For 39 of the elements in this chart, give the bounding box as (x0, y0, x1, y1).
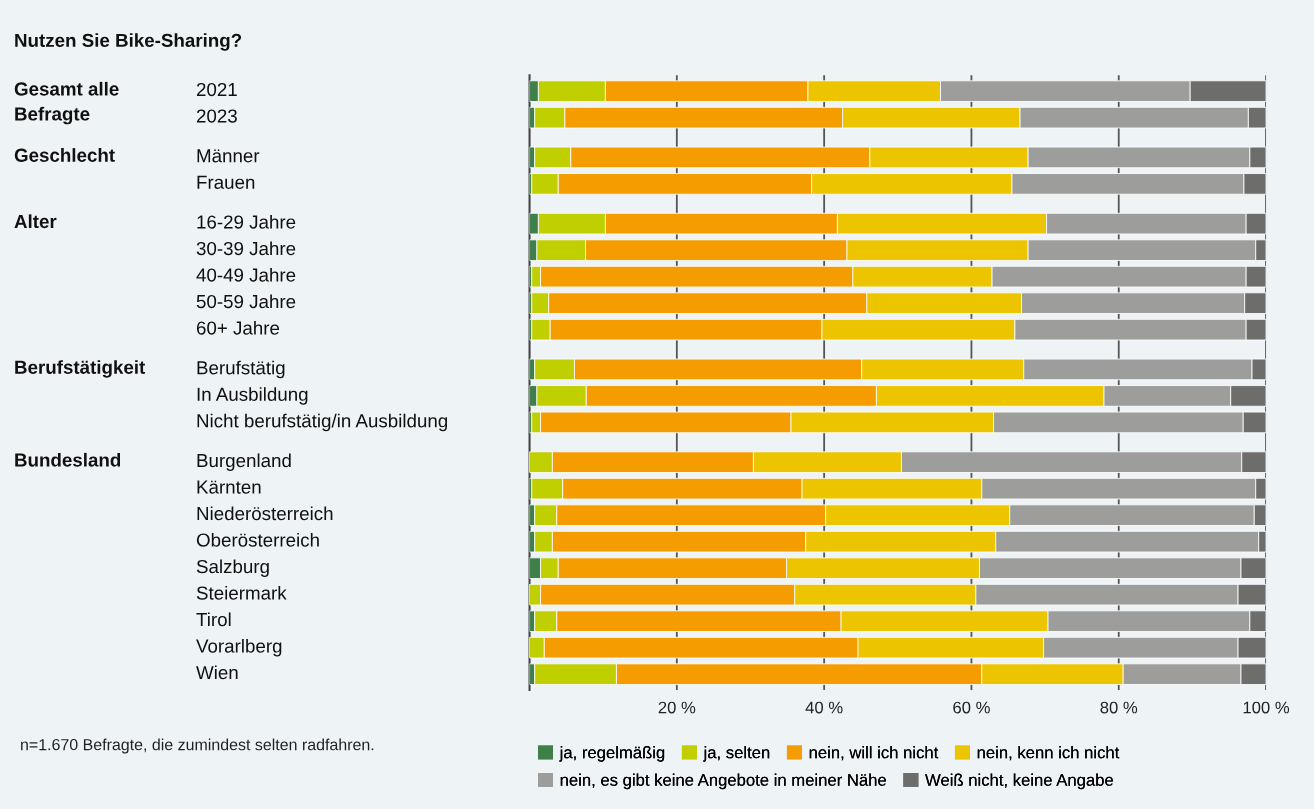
y-tick-label: In Ausbildung (197, 387, 308, 405)
y-tick-label: Nicht berufstätig/in Ausbildung (197, 413, 448, 432)
legend-label: nein, will ich nicht (809, 746, 939, 761)
y-tick-label: 40-49 Jahre (196, 267, 296, 282)
text: Bundesland (15, 452, 121, 467)
text: Nutzen Sie Bike-Sharing? (15, 33, 242, 51)
x-tick-label: 100 % (1243, 701, 1290, 714)
x-tick-label: 20 % (658, 701, 696, 714)
y-tick-label: 60+ Jahre (196, 320, 280, 335)
y-tick-label: Kärnten (197, 480, 261, 494)
legend-label: ja, regelmäßig (559, 746, 665, 762)
x-tick-label: 40 % (805, 701, 843, 714)
y-tick-label: 2021 (196, 82, 237, 97)
y-tick-label: Berufstätig (197, 360, 285, 379)
y-tick-label: Männer (197, 149, 260, 163)
x-tick-label: 60 % (953, 701, 990, 714)
y-tick-label: 50-59 Jahre (196, 294, 296, 309)
y-tick-label: Niederösterreich (197, 506, 333, 521)
legend-label: Weiß nicht, keine Angabe (925, 773, 1113, 790)
y-tick-label: 30-39 Jahre (196, 241, 296, 256)
y-tick-label: Steiermark (196, 585, 287, 600)
y-tick-label: Burgenland (197, 453, 291, 471)
text: Geschlecht (14, 148, 115, 162)
y-tick-label: 2023 (196, 109, 237, 123)
legend-label: ja, selten (703, 746, 770, 762)
text: Berufstätigkeit (15, 360, 146, 378)
text: Gesamt alle Befragte (14, 81, 119, 125)
x-tick-label: 80 % (1100, 701, 1138, 714)
legend-label: nein, es gibt keine Angebote in meiner Nähe (560, 773, 886, 790)
y-tick-label: Wien (196, 665, 238, 680)
y-tick-label: Frauen (197, 175, 255, 189)
y-tick-label: Tirol (196, 612, 231, 627)
text: n=1.670 Befragte, die zumindest selten radfahren. (21, 738, 374, 754)
text: Alter (14, 214, 57, 229)
y-tick-label: Vorarlberg (196, 638, 282, 657)
y-tick-label: Oberösterreich (196, 532, 319, 547)
y-tick-label: Salzburg (196, 559, 269, 577)
legend-label: nein, kenn ich nicht (977, 746, 1120, 761)
y-tick-label: 16-29 Jahre (197, 214, 296, 229)
